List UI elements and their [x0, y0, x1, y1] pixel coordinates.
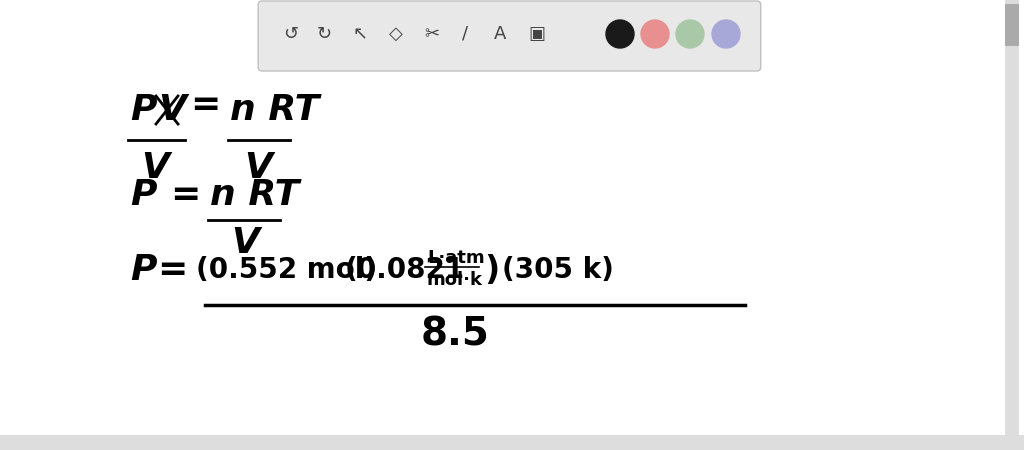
Text: ◇: ◇: [389, 25, 402, 43]
FancyBboxPatch shape: [1005, 0, 1019, 450]
FancyBboxPatch shape: [258, 1, 761, 71]
Text: A: A: [494, 25, 506, 43]
Circle shape: [676, 20, 705, 48]
Text: L·atm: L·atm: [427, 249, 484, 267]
Circle shape: [712, 20, 740, 48]
Text: P: P: [130, 253, 157, 287]
Text: P: P: [130, 93, 157, 127]
Circle shape: [606, 20, 634, 48]
Text: V: V: [231, 226, 259, 260]
Text: 8.5: 8.5: [421, 316, 489, 354]
Text: ): ): [484, 253, 500, 287]
Text: =: =: [157, 253, 187, 287]
Text: V: V: [158, 93, 186, 127]
Text: P: P: [130, 178, 157, 212]
Text: =: =: [170, 178, 200, 212]
Text: mol·k: mol·k: [427, 271, 483, 289]
Text: ✂: ✂: [424, 25, 439, 43]
FancyBboxPatch shape: [1005, 4, 1019, 46]
FancyBboxPatch shape: [0, 435, 1024, 450]
Text: ↺: ↺: [284, 25, 299, 43]
Text: (305 k): (305 k): [502, 256, 613, 284]
Text: ↻: ↻: [316, 25, 332, 43]
Text: n RT: n RT: [230, 93, 319, 127]
Text: V: V: [244, 151, 272, 185]
Text: ▣: ▣: [528, 25, 546, 43]
Text: (0.0821: (0.0821: [345, 256, 465, 284]
Circle shape: [641, 20, 669, 48]
Text: =: =: [189, 88, 220, 122]
Text: V: V: [141, 151, 169, 185]
Text: /: /: [462, 25, 468, 43]
Text: ↖: ↖: [352, 25, 368, 43]
Text: (0.552 mol): (0.552 mol): [196, 256, 377, 284]
Text: n RT: n RT: [210, 178, 299, 212]
